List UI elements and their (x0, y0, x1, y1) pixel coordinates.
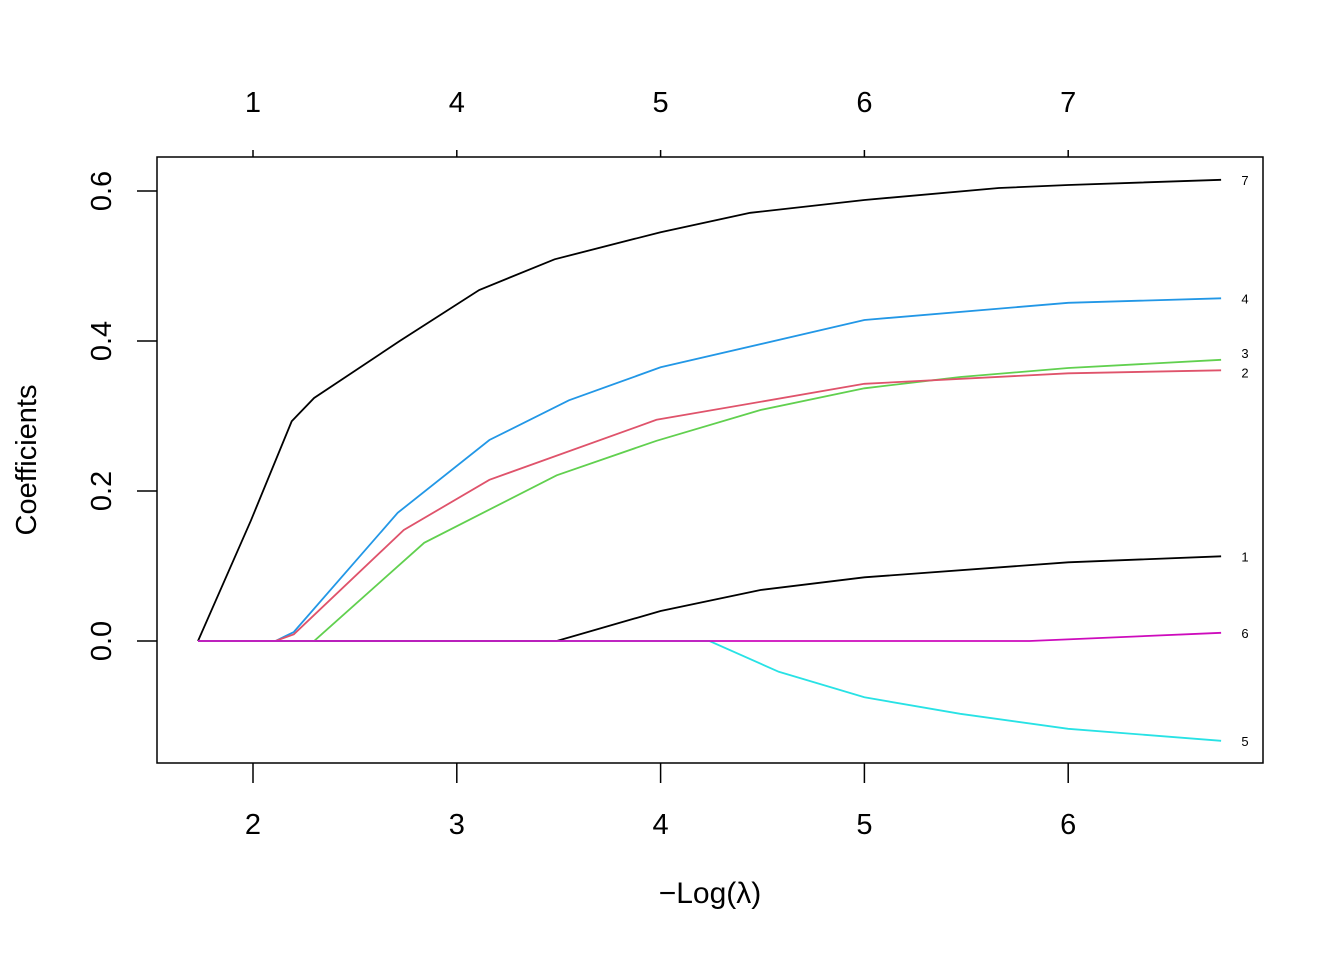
series-line-7 (197, 178, 1222, 642)
series-line-2 (198, 369, 1222, 642)
top-tick-label: 7 (1060, 87, 1076, 119)
y-tick-label: 0.2 (86, 471, 118, 511)
top-tick-label: 1 (245, 87, 261, 119)
x-tick-label: 4 (653, 809, 669, 841)
series-layer: 7 4 3 2 1 6 5 (197, 173, 1249, 749)
plot-frame (156, 156, 1264, 764)
series-end-label-6: 6 (1241, 626, 1248, 641)
y-tick-label: 0.4 (86, 321, 118, 361)
x-tick-label: 6 (1060, 809, 1076, 841)
series-end-label-2: 2 (1241, 365, 1248, 380)
x-tick-label: 5 (856, 809, 872, 841)
series-end-label-4: 4 (1241, 291, 1248, 306)
y-tick-label: 0.0 (86, 621, 118, 661)
top-tick-label: 6 (856, 87, 872, 119)
series-line-1 (198, 555, 1222, 642)
series-end-label-5: 5 (1241, 734, 1248, 749)
y-tick-label: 0.6 (86, 171, 118, 211)
series-end-label-7: 7 (1241, 173, 1248, 188)
x-axis-label: −Log(λ) (659, 877, 762, 910)
y-axis-label: Coefficients (11, 385, 43, 536)
top-tick-label: 4 (449, 87, 465, 119)
series-line-6 (198, 631, 1222, 642)
top-tick-label: 5 (653, 87, 669, 119)
axes-layer: 2 3 4 5 6 1 4 5 6 7 0.0 0.2 0.4 0.6 (86, 87, 1076, 841)
series-line-4 (198, 297, 1222, 642)
series-line-5 (198, 640, 1222, 742)
series-line-3 (198, 358, 1222, 642)
series-end-label-1: 1 (1241, 549, 1248, 564)
x-tick-label: 2 (245, 809, 261, 841)
series-end-label-3: 3 (1241, 346, 1248, 361)
x-tick-label: 3 (449, 809, 465, 841)
